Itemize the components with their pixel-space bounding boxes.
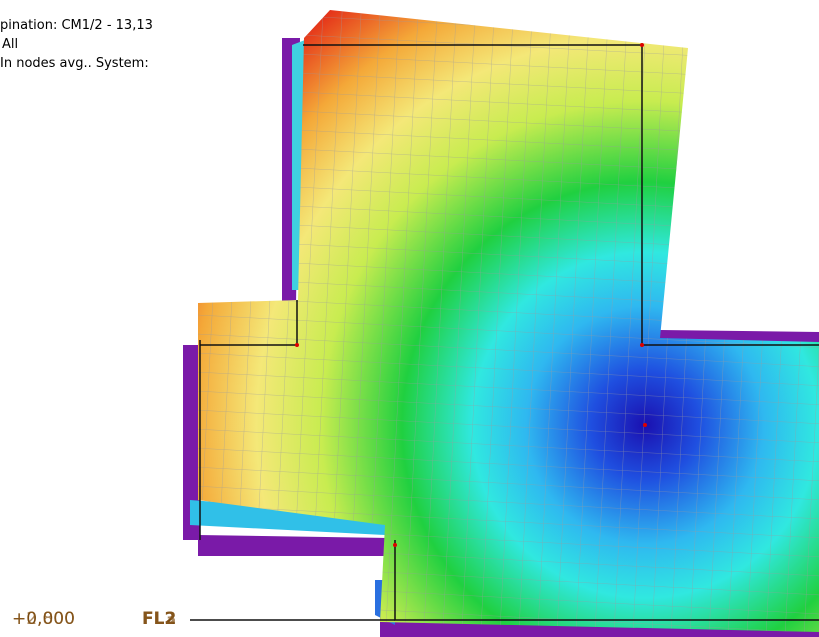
model-view [0, 0, 819, 637]
level-name: FL3 [142, 609, 176, 629]
mesh [0, 0, 819, 637]
mode-label: In nodes avg.. System: [0, 56, 149, 71]
selection-label: All [2, 37, 18, 52]
level-elevation: +2,800 [12, 609, 75, 629]
combination-label: pination: CM1/2 - 13,13 [0, 18, 153, 33]
viewport: pination: CM1/2 - 13,13 All In nodes avg… [0, 0, 819, 637]
